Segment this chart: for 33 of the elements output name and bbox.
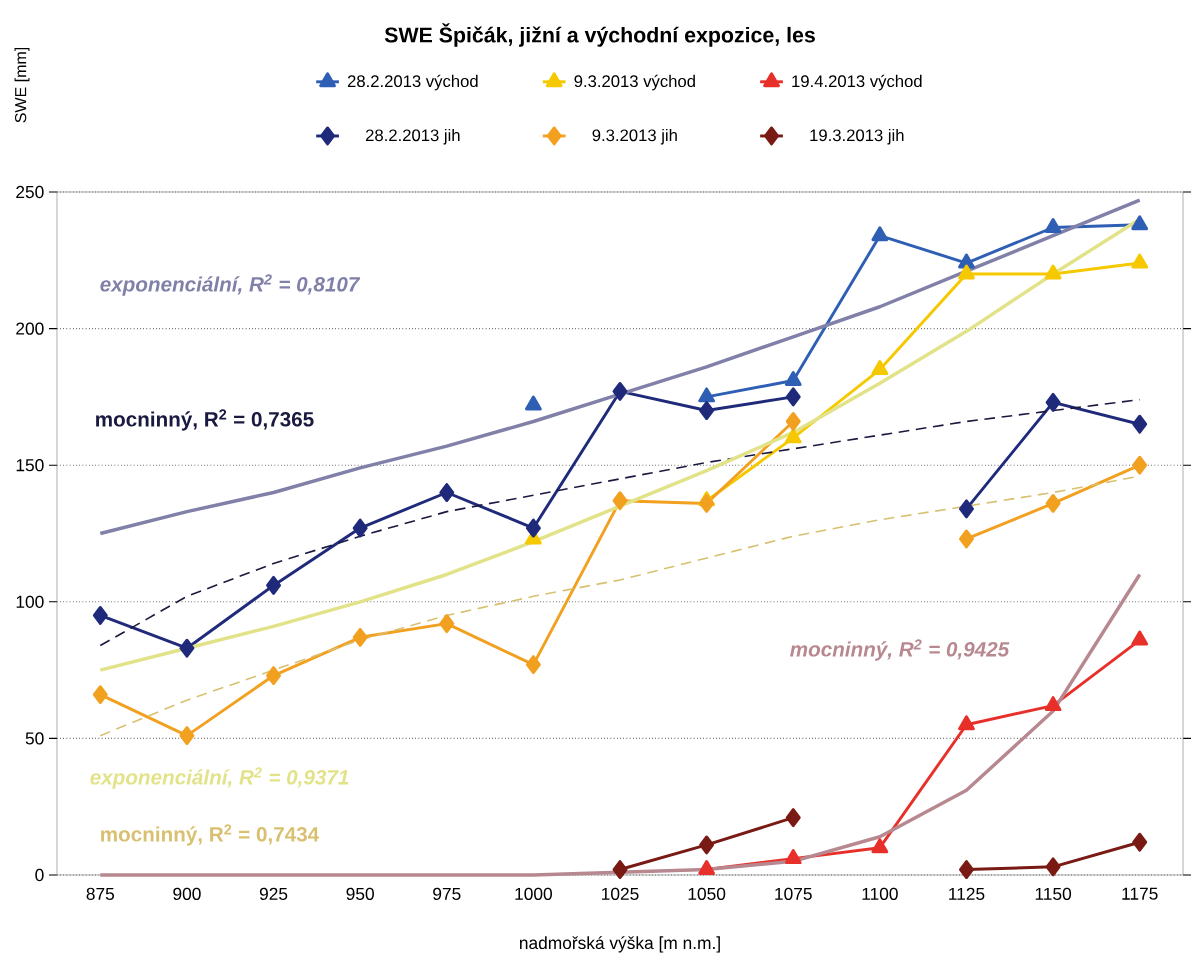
- legend-label: 28.2.2013 jih: [365, 128, 460, 145]
- annotation: mocninný, R$^{2}$ = 0,7365: [96, 409, 314, 431]
- x-axis-title: nadmořská výška [m n.m.]: [520, 936, 720, 953]
- x-tick-label: 950: [346, 887, 374, 900]
- x-tick-label: 1075: [775, 887, 812, 900]
- x-tick-label: 1150: [1035, 887, 1072, 900]
- y-axis-title: SWE [mm]: [14, 47, 30, 123]
- x-tick-label: 1000: [515, 887, 552, 900]
- x-tick-label: 1125: [949, 887, 985, 900]
- annotation: exponenciální, R$^{2}$ = 0,8107: [100, 274, 361, 296]
- y-tick-label: 250: [16, 185, 44, 199]
- x-tick-label: 1100: [862, 887, 898, 900]
- legend-label: 28.2.2013 východ: [347, 74, 478, 91]
- legend-label: 19.4.2013 východ: [792, 74, 922, 91]
- annotation: mocninný, R$^{2}$ = 0,7434: [101, 824, 320, 846]
- y-tick-label: 0: [35, 868, 44, 882]
- y-tick-label: 100: [16, 595, 44, 608]
- x-tick-label: 975: [433, 887, 461, 900]
- annotation: mocninný, R$^{2}$ = 0,9425: [790, 639, 1010, 661]
- legend-label: 19.3.2013 jih: [810, 128, 904, 145]
- x-tick-label: 1025: [602, 887, 639, 900]
- x-tick-label: 1175: [1122, 887, 1158, 900]
- legend-label: 9.3.2013 jih: [592, 128, 677, 145]
- legend-label: 9.3.2013 východ: [574, 74, 695, 91]
- x-tick-label: 1050: [688, 887, 726, 900]
- y-tick-label: 50: [25, 732, 44, 745]
- x-tick-label: 900: [173, 887, 201, 900]
- x-tick-label: 875: [86, 887, 115, 900]
- x-tick-label: 925: [259, 887, 288, 900]
- y-tick-label: 150: [16, 459, 44, 472]
- annotation: exponenciální, R$^{2}$ = 0,9371: [90, 767, 349, 789]
- chart-title: SWE Špičák, jižní a východní expozice, les: [384, 23, 815, 47]
- y-tick-label: 200: [16, 322, 44, 335]
